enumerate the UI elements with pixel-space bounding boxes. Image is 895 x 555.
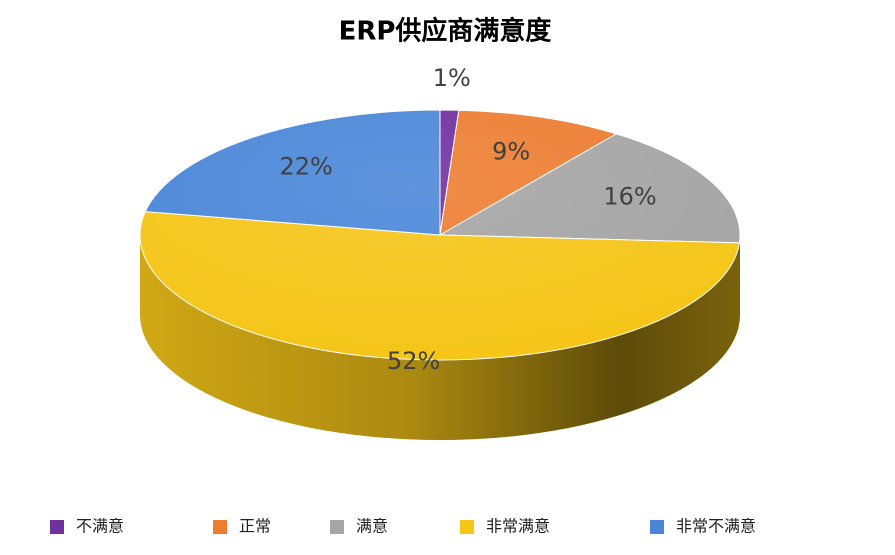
top-gloss [140, 110, 740, 360]
side-shade [140, 235, 740, 440]
legend-swatch [460, 520, 474, 534]
legend-swatch [50, 520, 64, 534]
legend-swatch [330, 520, 344, 534]
value-label: 9% [492, 138, 530, 166]
legend-swatch [213, 520, 227, 534]
value-label: 22% [279, 153, 332, 181]
chart-title: ERP供应商满意度 [339, 16, 552, 47]
legend-label: 满意 [356, 517, 388, 536]
legend-label: 正常 [239, 517, 271, 536]
value-label: 1% [433, 64, 471, 92]
value-label: 52% [387, 347, 440, 375]
legend-label: 不满意 [76, 517, 124, 536]
legend-label: 非常不满意 [676, 517, 756, 536]
legend-swatch [650, 520, 664, 534]
legend-label: 非常满意 [486, 517, 550, 536]
value-label: 16% [603, 183, 656, 211]
